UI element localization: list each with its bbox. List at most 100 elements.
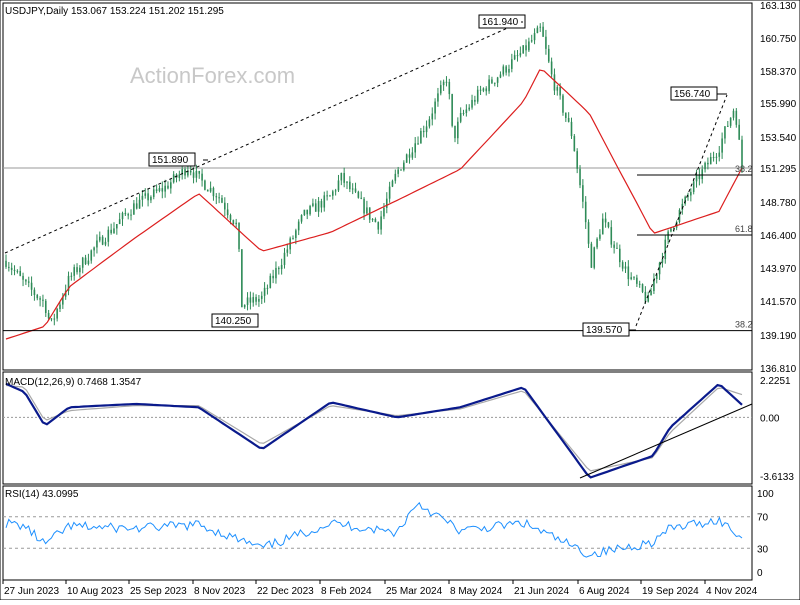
candle-body	[357, 191, 360, 198]
candle-body	[354, 188, 357, 192]
trendline-2024	[635, 94, 728, 327]
candle-body	[565, 112, 567, 119]
candle-body	[420, 130, 422, 144]
x-tick-label: 8 Feb 2024	[321, 586, 372, 597]
candle-body	[678, 209, 681, 222]
candle-body	[79, 267, 81, 273]
candle-body	[601, 218, 604, 235]
candle-body	[672, 227, 675, 229]
candle-body	[204, 180, 206, 190]
price-tick-label: 141.570	[760, 297, 797, 308]
candle-body	[263, 287, 266, 296]
candle-body	[613, 244, 615, 248]
candle-body	[562, 95, 564, 113]
candle-body	[241, 249, 243, 308]
candle-body	[701, 169, 704, 180]
candle-body	[442, 81, 445, 86]
ma-line	[5, 69, 743, 340]
candle-body	[235, 222, 237, 225]
candle-body	[226, 209, 229, 216]
candle-body	[573, 136, 576, 152]
macd-panel-frame	[2, 371, 753, 485]
candle-body	[559, 87, 561, 96]
candle-body	[405, 154, 408, 163]
candle-body	[16, 270, 19, 272]
candle-body	[638, 283, 641, 285]
candle-body	[81, 257, 84, 268]
candle-body	[161, 188, 164, 192]
candle-body	[286, 249, 289, 253]
candle-body	[633, 277, 635, 279]
candle-body	[695, 174, 698, 182]
candle-body	[84, 257, 87, 264]
candle-body	[59, 304, 61, 309]
candle-body	[127, 214, 129, 216]
candle-body	[525, 45, 527, 51]
trendline-annotations: 38.2 61.8 38.2 161.940 151.890 140.250 139.570…	[3, 14, 753, 337]
candle-body	[141, 195, 144, 200]
candle-body	[170, 182, 172, 189]
candle-body	[343, 172, 345, 183]
candle-body	[155, 189, 158, 191]
candle-body	[42, 299, 44, 301]
candle-body	[567, 118, 570, 122]
candle-body	[545, 36, 547, 49]
candle-body	[388, 186, 391, 199]
candle-body	[644, 291, 647, 302]
candle-body	[641, 284, 644, 292]
price-tick-label: 143.970	[760, 264, 797, 275]
candle-body	[212, 187, 215, 197]
candle-body	[576, 151, 578, 169]
candle-body	[323, 195, 326, 208]
price-tick-label: 158.370	[760, 67, 797, 78]
candle-body	[64, 290, 67, 297]
price-tick-label: 155.990	[760, 99, 797, 110]
candle-body	[101, 236, 104, 245]
macd-panel	[5, 382, 753, 479]
candle-body	[10, 267, 13, 270]
candle-body	[650, 291, 652, 296]
last-price-tag	[754, 161, 798, 175]
candle-body	[292, 238, 294, 240]
candle-body	[459, 112, 462, 122]
candle-body	[624, 266, 627, 269]
candle-body	[570, 121, 573, 137]
candle-body	[485, 88, 488, 92]
candle-body	[704, 162, 706, 170]
candle-body	[380, 216, 382, 230]
candle-body	[93, 247, 95, 251]
candle-body	[584, 201, 587, 223]
candle-body	[334, 190, 337, 192]
price-panel-frame	[2, 2, 753, 371]
rsi-tick-label: 100	[757, 489, 774, 500]
candle-body	[655, 274, 658, 279]
candle-body	[596, 238, 598, 248]
candle-body	[275, 267, 277, 279]
price-tick-label: 136.810	[760, 364, 797, 375]
price-tick-label: 153.540	[760, 133, 797, 144]
candle-body	[391, 180, 394, 187]
candle-body	[27, 281, 30, 283]
watermark: ActionForex.com	[130, 63, 295, 88]
candle-body	[349, 181, 351, 190]
candle-body	[260, 295, 263, 299]
candle-body	[224, 202, 226, 210]
last-price-label: 151.295	[760, 164, 797, 175]
candle-body	[309, 206, 311, 215]
candle-body	[229, 215, 232, 221]
peak-label-161-940-box	[478, 14, 526, 29]
candle-body	[164, 185, 166, 192]
candle-body	[56, 308, 58, 319]
candle-body	[138, 199, 141, 209]
label-156-740: 156.740	[674, 89, 711, 100]
candle-body	[397, 169, 399, 174]
candle-body	[96, 240, 98, 248]
candle-body	[147, 193, 149, 201]
candle-body	[556, 87, 559, 91]
candle-body	[400, 169, 402, 171]
candle-body	[130, 214, 132, 216]
fib-38-2-low-label: 38.2	[735, 320, 753, 330]
candle-body	[732, 110, 735, 118]
candle-body	[667, 231, 669, 240]
candle-body	[221, 197, 223, 203]
